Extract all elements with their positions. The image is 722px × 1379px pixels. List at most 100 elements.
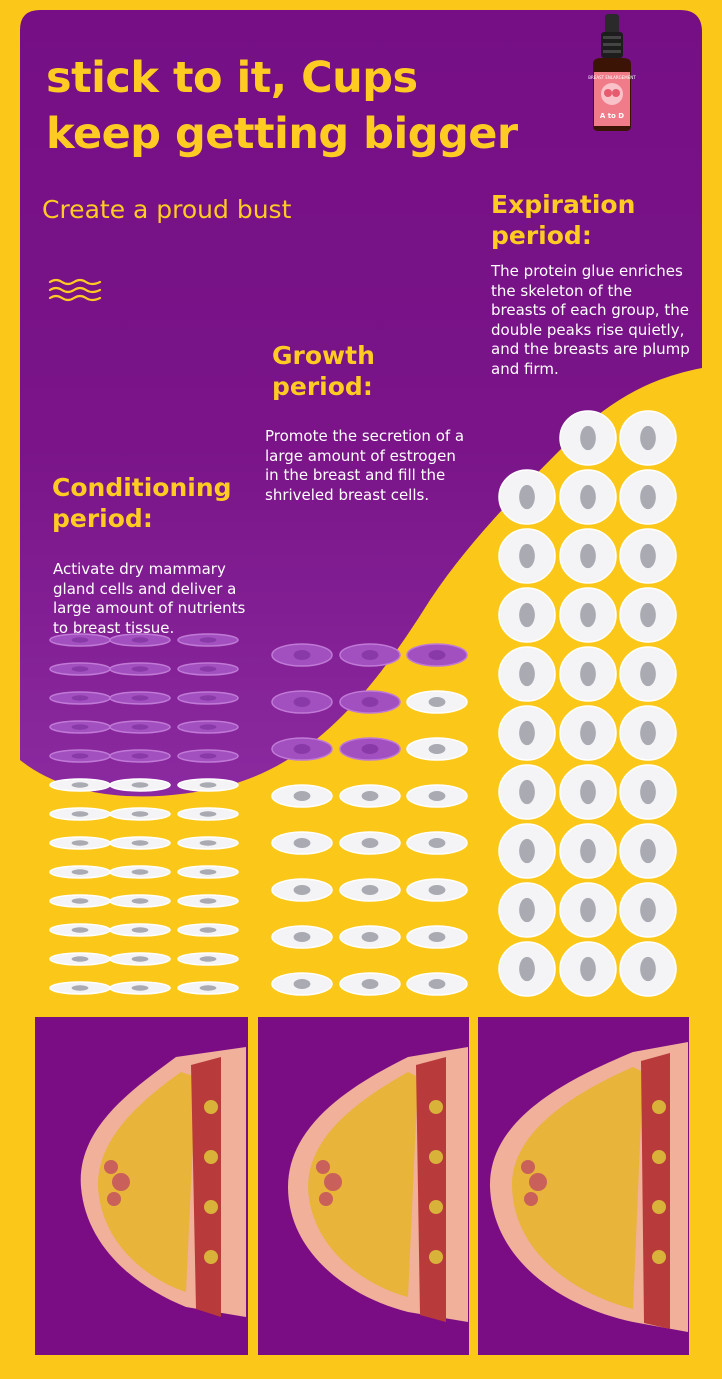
cell-disc — [49, 923, 111, 937]
cell-disc — [49, 691, 111, 705]
cell-disc — [271, 784, 333, 808]
cell-disc — [271, 831, 333, 855]
conditioning-title-line-2: period: — [52, 504, 153, 533]
expiration-description: The protein glue enriches the skeleton o… — [491, 262, 690, 378]
cell-disc — [177, 952, 239, 966]
cell-disc — [559, 469, 617, 525]
cell-disc — [177, 865, 239, 879]
cell-disc — [49, 720, 111, 734]
cell-disc — [49, 749, 111, 763]
cell-disc — [559, 882, 617, 938]
expiration-title: Expiration period: — [491, 189, 635, 251]
breast-cross-section-small — [80, 1047, 246, 1317]
cell-disc — [271, 878, 333, 902]
cell-disc — [49, 981, 111, 995]
cell-disc — [406, 784, 468, 808]
cell-disc — [177, 633, 239, 647]
cell-disc — [619, 764, 677, 820]
cell-disc — [619, 469, 677, 525]
cell-disc — [177, 691, 239, 705]
conditioning-title-line-1: Conditioning — [52, 473, 232, 502]
growth-title-line-2: period: — [272, 372, 373, 401]
cell-disc — [271, 925, 333, 949]
wave-icon — [48, 278, 102, 302]
cell-disc — [49, 662, 111, 676]
cell-disc — [271, 737, 333, 761]
cell-disc — [177, 836, 239, 850]
cell-disc — [49, 778, 111, 792]
cell-disc — [177, 662, 239, 676]
cell-disc — [339, 784, 401, 808]
cell-disc — [498, 587, 556, 643]
cell-disc — [406, 737, 468, 761]
cell-disc — [619, 587, 677, 643]
cell-disc — [559, 646, 617, 702]
cell-disc — [109, 778, 171, 792]
cell-disc — [109, 952, 171, 966]
growth-description: Promote the secretion of a large amount … — [265, 427, 465, 504]
cell-disc — [271, 972, 333, 996]
headline: stick to it, Cups keep getting bigger — [46, 50, 566, 162]
cell-disc — [498, 882, 556, 938]
cell-disc — [177, 749, 239, 763]
cell-disc — [109, 894, 171, 908]
cell-disc — [498, 764, 556, 820]
cell-disc — [109, 691, 171, 705]
cell-disc — [498, 528, 556, 584]
conditioning-title: Conditioning period: — [52, 472, 232, 534]
cell-disc — [109, 720, 171, 734]
bottle-label-bottom: A to D — [600, 112, 624, 120]
cell-disc — [406, 690, 468, 714]
cell-disc — [109, 981, 171, 995]
cell-disc — [559, 764, 617, 820]
headline-line-2: keep getting bigger — [46, 109, 518, 159]
cell-disc — [406, 925, 468, 949]
cell-disc — [49, 633, 111, 647]
cell-disc — [339, 690, 401, 714]
cell-disc — [49, 836, 111, 850]
cell-disc — [498, 705, 556, 761]
cell-disc — [109, 865, 171, 879]
cell-disc — [619, 705, 677, 761]
cell-disc — [619, 882, 677, 938]
cell-discs-illustration — [49, 410, 677, 997]
cell-disc — [49, 865, 111, 879]
cell-disc — [339, 643, 401, 667]
breast-anatomy-panel-3 — [478, 1017, 689, 1355]
breast-anatomy-panel-1 — [35, 1017, 248, 1355]
cell-disc — [49, 894, 111, 908]
cell-disc — [406, 643, 468, 667]
cell-disc — [271, 643, 333, 667]
cell-disc — [559, 528, 617, 584]
breast-cross-section-large — [489, 1042, 688, 1332]
cell-disc — [559, 410, 617, 466]
cell-disc — [406, 878, 468, 902]
serum-bottle-icon: BREAST ENLARGEMENT A to D — [588, 14, 636, 131]
subtitle: Create a proud bust — [42, 195, 292, 224]
cell-disc — [619, 646, 677, 702]
cell-disc — [109, 923, 171, 937]
cell-disc — [177, 778, 239, 792]
expiration-title-line-2: period: — [491, 221, 592, 250]
conditioning-description: Activate dry mammary gland cells and del… — [53, 560, 246, 637]
cell-disc — [177, 923, 239, 937]
cell-disc — [498, 646, 556, 702]
cell-disc — [619, 528, 677, 584]
cell-disc — [49, 952, 111, 966]
cell-disc — [498, 941, 556, 997]
cell-disc — [109, 836, 171, 850]
breast-cross-section-medium — [288, 1047, 468, 1322]
cell-disc — [109, 807, 171, 821]
cell-disc — [619, 941, 677, 997]
cell-disc — [339, 737, 401, 761]
cell-disc — [559, 823, 617, 879]
cell-disc — [339, 878, 401, 902]
cell-disc — [339, 972, 401, 996]
cell-disc — [177, 720, 239, 734]
cell-disc — [619, 410, 677, 466]
cell-disc — [559, 587, 617, 643]
bottle-label-top: BREAST ENLARGEMENT — [588, 75, 636, 80]
cell-disc — [177, 807, 239, 821]
cell-disc — [49, 807, 111, 821]
